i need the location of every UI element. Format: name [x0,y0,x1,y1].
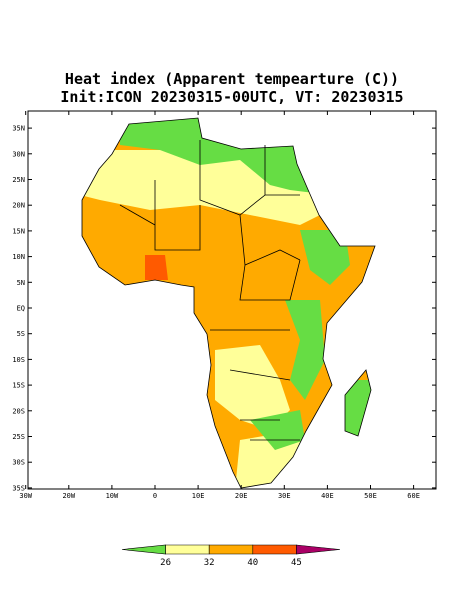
lat-label: 10N [12,253,25,261]
lon-label: 40E [321,492,334,500]
lon-label: 60E [407,492,420,500]
lon-label: 20E [235,492,248,500]
lat-label: 20S [12,407,25,415]
lat-label: 30N [12,150,25,158]
title: Heat index (Apparent tempearture (C)) [65,70,399,88]
colorbar-label: 26 [160,558,171,568]
lon-label: 10E [192,492,205,500]
lat-label: EQ [17,305,25,313]
lat-label: 25N [12,176,25,184]
lat-label: 5S [17,330,25,338]
lat-label: 35N [12,125,25,133]
colorbar-segment [252,544,297,555]
lat-label: 20N [12,202,25,210]
colorbar-segment [296,544,341,555]
colorbar-segment [208,544,254,555]
lon-label: 50E [364,492,377,500]
lat-label: 30S [12,459,25,467]
colorbar-segment [165,544,210,555]
colorbar-label: 40 [247,558,258,568]
lat-label: 10S [12,356,25,364]
lon-label: 30E [278,492,291,500]
map-frame [27,110,437,490]
lat-label: 35S [12,484,25,492]
colorbar-label: 45 [291,558,302,568]
lat-label: 15N [12,227,25,235]
lon-label: 20W [62,492,75,500]
lon-label: 0 [153,492,157,500]
borders [81,117,376,489]
colorbar-label: 32 [204,558,215,568]
lat-label: 15S [12,382,25,390]
subtitle: Init:ICON 20230315-00UTC, VT: 20230315 [60,88,403,106]
lat-label: 25S [12,433,25,441]
lat-label: 5N [17,279,25,287]
lon-label: 30W [19,492,32,500]
lon-label: 10W [106,492,119,500]
